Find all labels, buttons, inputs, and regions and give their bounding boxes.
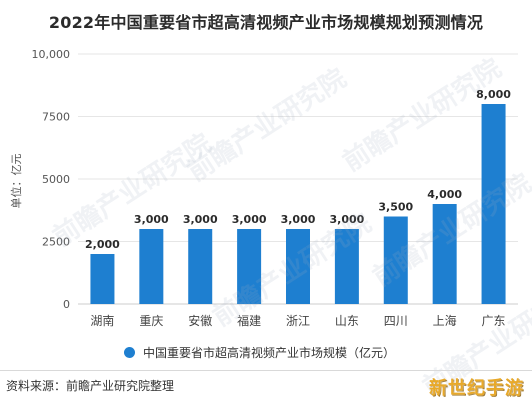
y-tick-label: 0 xyxy=(63,298,70,311)
bar-福建 xyxy=(237,229,262,304)
bar-湖南 xyxy=(90,254,115,304)
data-label: 3,000 xyxy=(329,213,364,226)
data-label: 8,000 xyxy=(476,88,511,101)
bar-广东 xyxy=(481,104,506,304)
bar-山东 xyxy=(334,229,359,304)
data-label: 3,000 xyxy=(183,213,218,226)
bar-上海 xyxy=(432,204,457,304)
y-tick-label: 2500 xyxy=(42,236,70,249)
corner-logo: 新世纪手游 xyxy=(429,378,524,399)
legend-swatch xyxy=(124,346,135,358)
legend-label: 中国重要省市超高清视频产业市场规模（亿元） xyxy=(143,345,396,360)
x-tick-label: 湖南 xyxy=(90,313,114,328)
data-label: 3,000 xyxy=(232,213,267,226)
x-tick-label: 广东 xyxy=(482,314,506,328)
x-tick-label: 上海 xyxy=(433,313,457,328)
chart-title: 2022年中国重要省市超高清视频产业市场规模规划预测情况 xyxy=(48,13,484,32)
footer-divider xyxy=(0,370,532,371)
bar-重庆 xyxy=(139,229,164,304)
y-axis-label: 单位：亿元 xyxy=(9,154,23,209)
data-labels: 2,000 3,000 3,000 3,000 3,000 3,000 3,500 4,000… xyxy=(85,88,511,251)
bars xyxy=(90,104,506,304)
bar-浙江 xyxy=(286,229,310,304)
x-tick-label: 福建 xyxy=(237,313,261,328)
x-tick-label: 浙江 xyxy=(286,314,310,328)
y-tick-label: 10,000 xyxy=(32,48,71,61)
y-axis-ticks: 0 2500 5000 7500 10,000 xyxy=(32,48,71,311)
chart-legend: 中国重要省市超高清视频产业市场规模（亿元） xyxy=(124,343,395,361)
data-label: 3,000 xyxy=(281,213,316,226)
data-label: 2,000 xyxy=(85,238,120,251)
bar-安徽 xyxy=(188,229,213,304)
data-label: 3,000 xyxy=(134,213,169,226)
x-tick-label: 安徽 xyxy=(188,313,212,328)
x-axis-ticks: 湖南 重庆 安徽 福建 浙江 山东 四川 上海 广东 xyxy=(90,313,505,328)
x-tick-label: 山东 xyxy=(335,314,359,328)
x-tick-label: 四川 xyxy=(384,314,408,328)
y-tick-label: 5000 xyxy=(42,173,70,186)
bar-四川 xyxy=(383,216,408,304)
data-label: 4,000 xyxy=(427,188,462,201)
data-label: 3,500 xyxy=(378,201,413,214)
y-tick-label: 7500 xyxy=(42,111,70,124)
x-tick-label: 重庆 xyxy=(139,314,163,328)
source-note: 资料来源：前瞻产业研究院整理 xyxy=(6,379,175,393)
